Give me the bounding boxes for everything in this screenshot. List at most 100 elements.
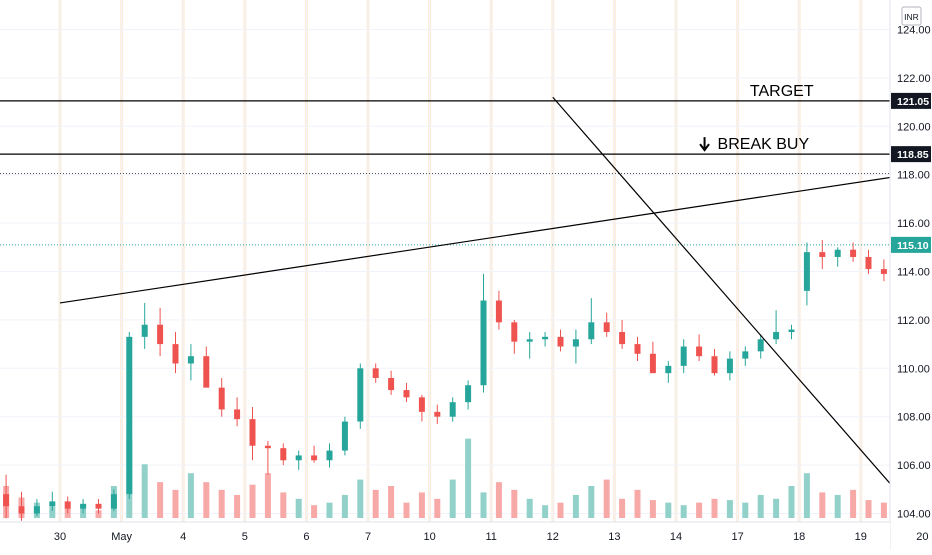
annotation-break-buy: BREAK BUY <box>718 136 810 153</box>
time-tick-label: 14 <box>670 531 682 543</box>
volume-bar <box>249 484 256 518</box>
candle-body <box>603 322 610 332</box>
last-price-tag-text: 115.10 <box>897 240 929 252</box>
candle-body <box>726 358 733 374</box>
candle-body <box>218 387 225 410</box>
candle-body <box>403 390 410 398</box>
candle-body <box>649 353 656 374</box>
candle-body <box>388 377 395 391</box>
time-axis-background <box>0 522 890 550</box>
currency-badge-box <box>901 6 922 26</box>
volume-bar <box>218 489 225 518</box>
candle-body <box>665 365 672 374</box>
volume-bar <box>172 489 179 518</box>
volume-bar <box>880 502 887 518</box>
candle-body <box>819 252 826 257</box>
volume-bar <box>803 473 810 518</box>
gridlines <box>0 0 923 522</box>
candle-body <box>3 494 10 507</box>
last-price-tag-box <box>891 236 931 253</box>
volume-bar <box>603 479 610 518</box>
candle-body <box>773 332 780 340</box>
candle-body <box>157 324 164 345</box>
candle-body <box>95 503 102 509</box>
candle-body <box>110 494 117 509</box>
volume-bar <box>234 494 241 518</box>
volume-bars <box>3 438 932 518</box>
target-price-tag: 121.05 <box>891 92 931 109</box>
candle-body <box>295 455 302 461</box>
candle-body <box>680 346 687 366</box>
candle-body <box>480 300 487 386</box>
price-axis-background <box>890 0 932 550</box>
volume-bar <box>696 502 703 518</box>
volume-bar <box>326 502 333 518</box>
candle-body <box>280 448 287 461</box>
time-tick-label: 10 <box>423 531 435 543</box>
volume-bar <box>773 498 780 518</box>
time-tick-label: 11 <box>485 531 496 543</box>
break-buy-price-tag: 118.85 <box>891 146 931 163</box>
time-tick-label: 30 <box>54 531 66 543</box>
candle-body <box>634 344 641 354</box>
time-tick-label: 12 <box>547 531 559 543</box>
volume-bar <box>434 498 441 518</box>
volume-bar <box>141 464 148 518</box>
target-price-tag-text: 121.05 <box>897 96 929 108</box>
candle-body <box>850 249 857 257</box>
last-price-tag: 115.10 <box>891 236 931 253</box>
annotation-target: TARGET <box>750 83 814 100</box>
candle-body <box>865 256 872 270</box>
volume-bar <box>388 486 395 518</box>
volume-bar <box>819 492 826 518</box>
time-tick-label: 7 <box>365 531 371 543</box>
volume-bar <box>865 500 872 518</box>
volume-bar <box>203 482 210 518</box>
currency-label: INR <box>904 12 919 22</box>
volume-bar <box>834 494 841 518</box>
volume-bar <box>665 502 672 518</box>
time-tick-label: 5 <box>242 531 248 543</box>
candle-body <box>495 300 502 323</box>
volume-bar <box>526 498 533 518</box>
volume-bar <box>542 505 549 518</box>
candle-body <box>64 501 71 509</box>
price-tick-label: 106.00 <box>897 460 931 472</box>
candle-body <box>803 252 810 291</box>
candle-body <box>542 336 549 340</box>
volume-bar <box>495 482 502 518</box>
candle-body <box>264 445 271 449</box>
volume-bar <box>264 473 271 518</box>
volume-bar <box>619 498 626 518</box>
candle-body <box>511 322 518 342</box>
time-tick-label: 18 <box>793 531 805 543</box>
volume-bar <box>850 489 857 518</box>
time-axis: 30 May 4 5 6 7 10 11 12 13 14 17 18 19 20 <box>0 521 929 550</box>
break-buy-price-tag-box <box>891 146 931 163</box>
volume-bar <box>480 492 487 518</box>
candle-body <box>572 339 579 347</box>
candle-body <box>434 411 441 417</box>
candle-body <box>49 501 56 507</box>
volume-bar <box>357 479 364 518</box>
candle-body <box>372 368 379 378</box>
volume-bar <box>634 489 641 518</box>
candle-body <box>249 419 256 446</box>
drawings: TARGET BREAK BUY <box>0 83 917 514</box>
candle-body <box>141 324 148 337</box>
break-buy-price-tag-text: 118.85 <box>897 149 929 161</box>
volume-bar <box>726 500 733 518</box>
volume-bar <box>711 498 718 518</box>
candle-body <box>418 397 425 412</box>
price-axis: INR 104.00 106.00 108.00 110.00 112.00 114.00 1… <box>889 0 932 550</box>
price-tick-label: 110.00 <box>897 363 930 375</box>
volume-bar <box>557 502 564 518</box>
volume-bar <box>788 486 795 518</box>
candle-body <box>742 351 749 359</box>
volume-bar <box>403 502 410 518</box>
time-tick-label: May <box>111 531 132 543</box>
volume-bar <box>588 486 595 518</box>
volume-bar <box>341 494 348 518</box>
